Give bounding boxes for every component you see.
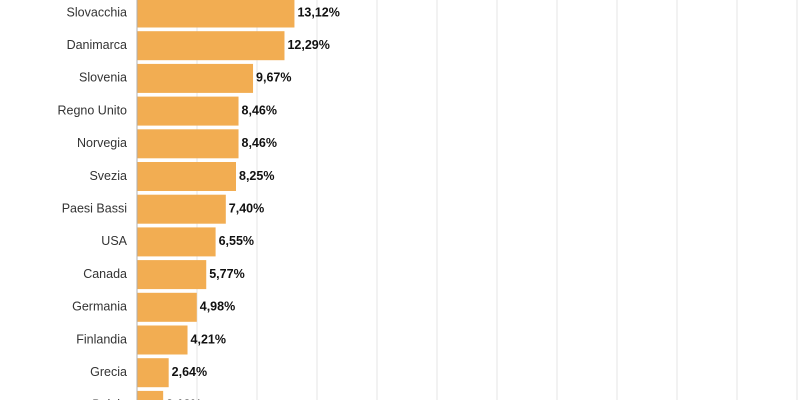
value-label: 7,40%	[229, 201, 264, 215]
value-label: 9,67%	[256, 71, 291, 85]
bar	[137, 390, 164, 400]
category-label: Slovacchia	[67, 5, 127, 19]
bar	[137, 227, 216, 257]
category-label: Slovenia	[79, 71, 127, 85]
value-label: 8,46%	[242, 103, 277, 117]
bar	[137, 325, 188, 355]
bar	[137, 292, 197, 322]
value-label: 6,55%	[219, 234, 254, 248]
gridlines	[196, 0, 798, 400]
bars	[137, 0, 295, 400]
category-label: Regno Unito	[58, 103, 128, 117]
category-labels: Slovacchia Danimarca Slovenia Regno Unito No…	[58, 5, 128, 400]
value-label: 8,46%	[242, 136, 277, 150]
bar	[137, 260, 207, 290]
value-label: 12,29%	[287, 38, 329, 52]
category-label: Paesi Bassi	[62, 201, 127, 215]
value-label: 2,18%	[166, 398, 201, 400]
bar	[137, 31, 285, 61]
value-label: 8,25%	[239, 169, 274, 183]
category-label: Norvegia	[77, 136, 127, 150]
bar	[137, 63, 254, 93]
bar	[137, 358, 169, 388]
category-label: Canada	[83, 267, 127, 281]
category-label: Danimarca	[67, 38, 127, 52]
category-label: Germania	[72, 300, 127, 314]
value-label: 13,12%	[297, 5, 339, 19]
category-label: Grecia	[90, 365, 127, 379]
bar	[137, 194, 226, 224]
category-label: Finlandia	[76, 332, 127, 346]
bar	[137, 129, 239, 159]
category-label: Svezia	[89, 169, 127, 183]
bar	[137, 96, 239, 126]
value-label: 4,21%	[191, 332, 226, 346]
bar	[137, 0, 295, 28]
value-label: 4,98%	[200, 300, 235, 314]
bar	[137, 162, 236, 191]
category-label: USA	[101, 234, 127, 248]
value-label: 5,77%	[209, 267, 244, 281]
value-label: 2,64%	[172, 365, 207, 379]
value-labels: 13,12% 12,29% 9,67% 8,46% 8,46% 8,25% 7,40% 6,5…	[166, 5, 340, 400]
category-label: Belgio	[92, 398, 127, 400]
